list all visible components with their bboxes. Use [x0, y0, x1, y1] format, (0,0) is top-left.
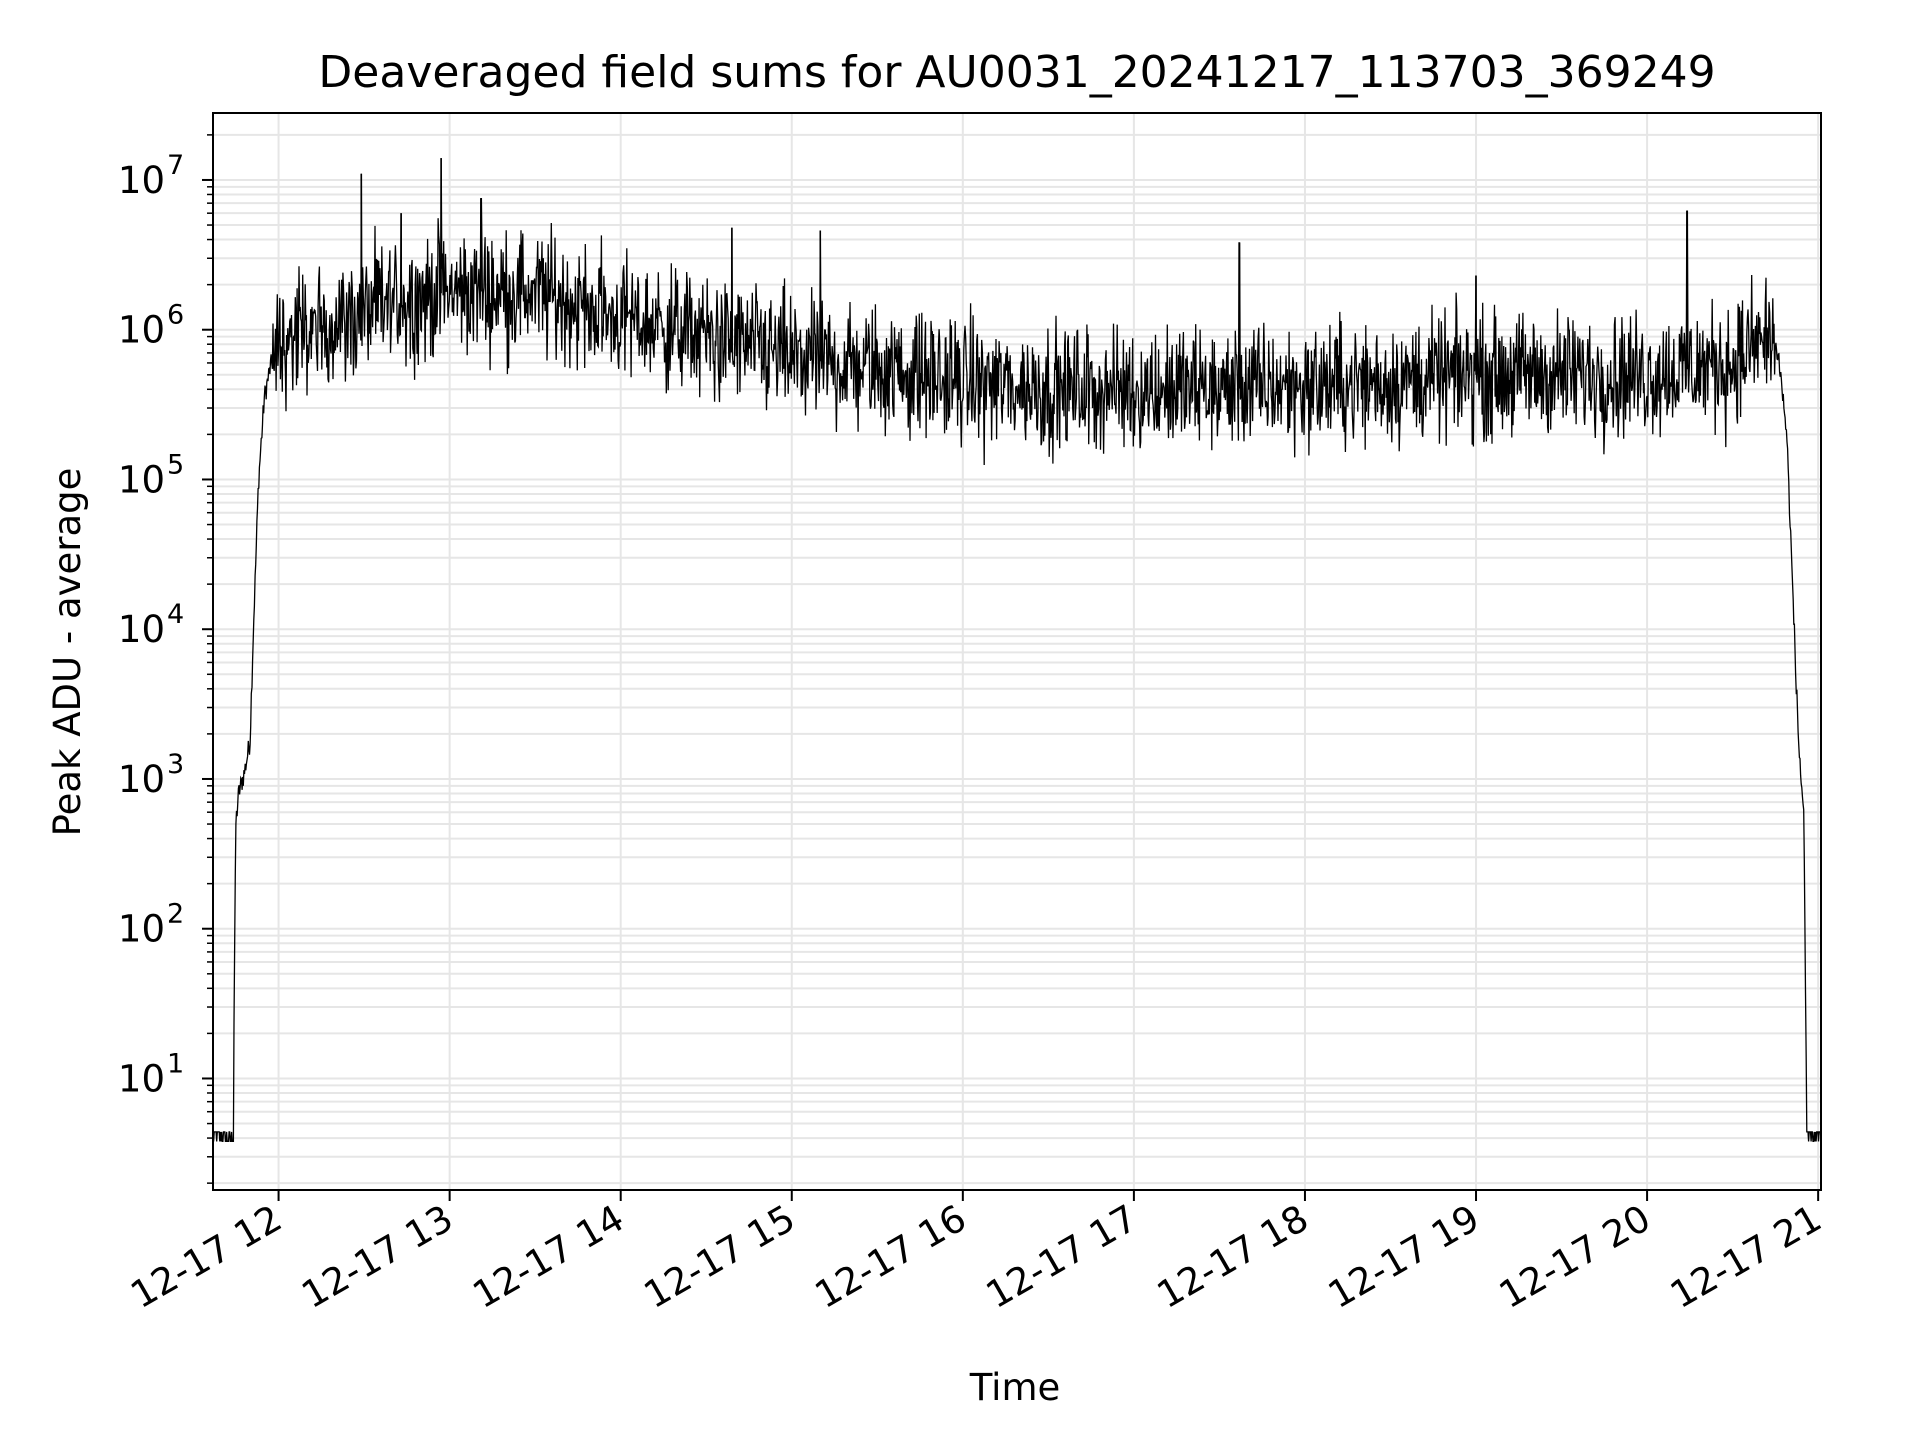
plot-layer	[212, 158, 1822, 1143]
y-tick-label: 10	[118, 758, 165, 801]
y-tick-exponent: 3	[167, 749, 184, 780]
y-tick-label: 10	[118, 159, 165, 202]
y-tick-label: 10	[118, 458, 165, 501]
chart-title: Deaveraged field sums for AU0031_2024121…	[318, 47, 1715, 98]
y-tick-exponent: 5	[167, 449, 184, 480]
y-tick-exponent: 1	[167, 1048, 184, 1079]
y-tick-label: 10	[118, 309, 165, 352]
y-tick-label: 10	[118, 908, 165, 951]
y-tick-exponent: 6	[167, 300, 184, 331]
x-axis-title: Time	[969, 1366, 1061, 1409]
y-tick-exponent: 7	[167, 150, 184, 181]
plot-frame	[212, 112, 1822, 1191]
y-tick-label: 10	[118, 1057, 165, 1100]
y-tick-exponent: 2	[167, 899, 184, 930]
grid-layer	[213, 113, 1821, 1190]
y-tick-exponent: 4	[167, 599, 184, 630]
y-axis-title: Peak ADU - average	[46, 468, 89, 837]
y-tick-label: 10	[118, 608, 165, 651]
